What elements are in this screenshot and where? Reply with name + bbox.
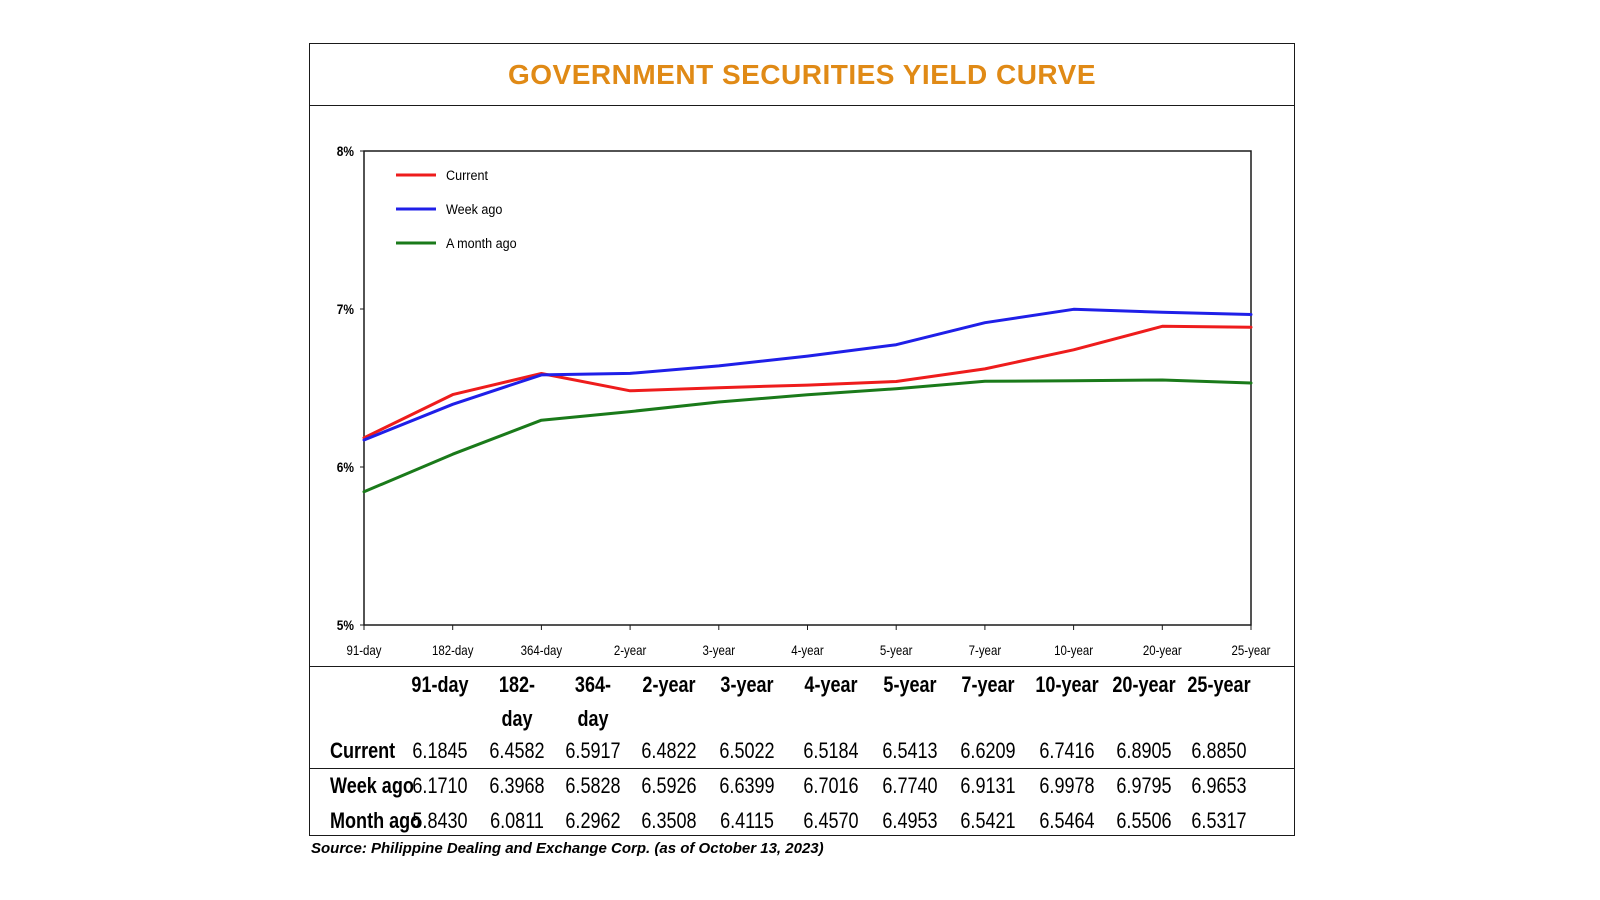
series-line-current [362, 324, 1253, 440]
x-tick-label: 364-day [521, 642, 563, 658]
y-tick-label: 7% [337, 301, 355, 317]
table-cell: 6.4115 [720, 808, 774, 833]
table-cell: 5.8430 [412, 808, 468, 833]
column-header: 91-day [411, 672, 469, 697]
table-cell: 6.4822 [641, 738, 697, 763]
legend-label: A month ago [446, 235, 517, 251]
table-cell: 6.7740 [882, 773, 938, 798]
yield-curve-chart: 5% 6% 7% 8% 91-day 182-day 364-day 2-year 3-year… [337, 143, 1272, 658]
table-cell: 6.5926 [641, 773, 697, 798]
table-cell: 6.3508 [641, 808, 697, 833]
table-cell: 6.5506 [1116, 808, 1172, 833]
title-bar: GOVERNMENT SECURITIES YIELD CURVE [310, 44, 1294, 106]
table-row: Month ago 5.8430 6.0811 6.2962 6.3508 6.4115 6… [310, 804, 1294, 838]
plot-frame [363, 150, 1252, 626]
x-tick-label: 5-year [880, 642, 913, 658]
column-header: 364-day [574, 672, 612, 731]
y-tick-label: 8% [337, 143, 355, 159]
table-cell: 6.0811 [490, 808, 544, 833]
column-header: 25-year [1187, 672, 1251, 697]
y-tick-label: 5% [337, 617, 355, 633]
x-tick-label: 182-day [432, 642, 474, 658]
table-cell: 6.5917 [565, 738, 621, 763]
table-top-rule [310, 666, 1294, 667]
table-cell: 6.9795 [1116, 773, 1172, 798]
x-tick-label: 91-day [346, 642, 382, 658]
column-header: 182-day [498, 672, 536, 731]
x-tick-label: 3-year [703, 642, 736, 658]
table-cell: 6.7416 [1039, 738, 1095, 763]
y-tick-label: 6% [337, 459, 355, 475]
column-header: 3-year [720, 672, 774, 697]
x-tick-label: 10-year [1054, 642, 1094, 658]
table-cell: 6.1710 [412, 773, 468, 798]
table-cell: 6.7016 [803, 773, 859, 798]
column-header: 2-year [642, 672, 696, 697]
table-cell: 6.5184 [803, 738, 859, 763]
column-header: 20-year [1112, 672, 1176, 697]
table-cell: 6.9131 [960, 773, 1016, 798]
table-cell: 6.4953 [882, 808, 938, 833]
table-cell: 6.4582 [489, 738, 545, 763]
row-label: Week ago [330, 773, 414, 798]
table-cell: 6.1845 [412, 738, 468, 763]
table-row: Current 6.1845 6.4582 6.5917 6.4822 6.5022 6.5… [310, 734, 1294, 768]
legend-label: Week ago [446, 201, 502, 217]
x-tick-label: 25-year [1232, 642, 1272, 658]
table-header-row: 91-day 182-day 364-day 2-year 3-year 4-year 5-… [310, 668, 1294, 731]
table-cell: 6.5413 [882, 738, 938, 763]
legend-label: Current [446, 167, 488, 183]
table-cell: 6.8905 [1116, 738, 1172, 763]
series-line-week-ago [362, 307, 1253, 442]
chart-title: GOVERNMENT SECURITIES YIELD CURVE [508, 58, 1096, 90]
row-label: Current [330, 738, 396, 763]
table-cell: 6.5464 [1039, 808, 1095, 833]
source-note: Source: Philippine Dealing and Exchange … [311, 840, 824, 857]
column-header: 4-year [804, 672, 858, 697]
table-row: Week ago 6.1710 6.3968 6.5828 6.5926 6.6399 6.… [310, 769, 1294, 803]
chart-panel: GOVERNMENT SECURITIES YIELD CURVE 5% 6% 7%… [309, 43, 1295, 836]
table-cell: 6.5421 [960, 808, 1016, 833]
column-header: 5-year [883, 672, 937, 697]
table-cell: 6.2962 [565, 808, 621, 833]
table-cell: 6.9978 [1039, 773, 1095, 798]
table-divider [310, 768, 1294, 769]
x-tick-label: 7-year [969, 642, 1002, 658]
table-cell: 6.5317 [1191, 808, 1247, 833]
row-label: Month ago [330, 808, 422, 833]
table-cell: 6.6399 [719, 773, 775, 798]
table-cell: 6.3968 [489, 773, 545, 798]
x-tick-label: 4-year [791, 642, 824, 658]
table-cell: 6.9653 [1191, 773, 1247, 798]
column-header: 10-year [1035, 672, 1099, 697]
table-cell: 6.4570 [803, 808, 859, 833]
table-cell: 6.5022 [719, 738, 775, 763]
table-cell: 6.5828 [565, 773, 621, 798]
x-tick-label: 2-year [614, 642, 647, 658]
series-line-a-month-ago [362, 378, 1253, 494]
x-tick-label: 20-year [1143, 642, 1183, 658]
column-header: 7-year [961, 672, 1015, 697]
table-cell: 6.6209 [960, 738, 1016, 763]
table-cell: 6.8850 [1191, 738, 1247, 763]
